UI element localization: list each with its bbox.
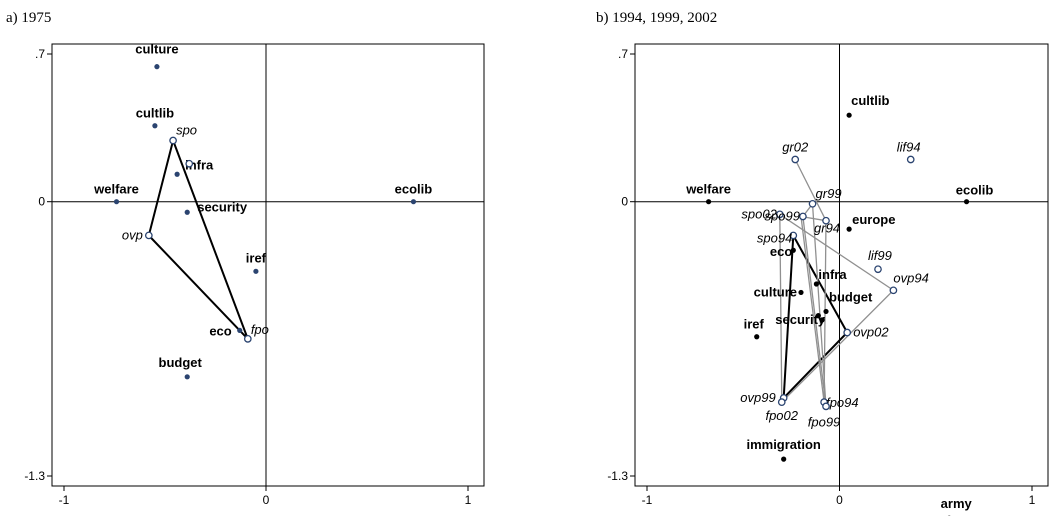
point-marker — [253, 268, 259, 274]
issue-label-europe: europe — [852, 212, 895, 227]
party-triangle — [794, 159, 827, 221]
y-tick-label: -1.3 — [24, 469, 45, 483]
point-marker — [813, 281, 820, 287]
party-triangle — [779, 213, 895, 403]
point-marker — [798, 289, 804, 296]
point-marker — [843, 328, 852, 337]
point-marker — [154, 64, 160, 70]
issue-label-iref: iref — [744, 317, 765, 332]
issue-label-budget: budget — [159, 355, 203, 370]
point-marker — [889, 286, 898, 295]
point-marker — [243, 334, 252, 343]
point-marker — [184, 374, 190, 380]
point-marker — [184, 209, 190, 215]
issue-label-iref: iref — [246, 250, 267, 265]
y-tick-label: 0 — [38, 195, 45, 209]
issue-label-ecolib: ecolib — [956, 183, 994, 198]
issue-label-welfare: welfare — [93, 182, 139, 197]
issue-label-culture: culture — [754, 284, 797, 299]
issue-label-culture: culture — [135, 42, 178, 57]
party-label-fpo02: fpo02 — [765, 408, 798, 423]
issue-label-security: security — [775, 312, 826, 327]
plot-frame — [51, 43, 485, 487]
issue-label-eco: eco — [209, 323, 231, 338]
x-tick-label: -1 — [642, 493, 653, 507]
issue-label-immigration: immigration — [746, 437, 820, 452]
point-marker — [174, 171, 180, 177]
point-marker — [846, 226, 852, 232]
panel-a-title: a) 1975 — [6, 10, 51, 26]
issue-label-eco: eco — [770, 244, 792, 259]
point-marker — [185, 159, 194, 168]
issue-label-welfare: welfare — [685, 182, 731, 197]
point-marker — [781, 456, 787, 462]
party-triangle — [782, 234, 849, 399]
point-marker — [799, 212, 807, 221]
point-marker — [169, 136, 177, 145]
point-marker — [113, 199, 120, 205]
point-marker — [791, 155, 800, 164]
x-tick-label: -1 — [59, 493, 70, 507]
party-label-ovp02: ovp02 — [853, 325, 889, 340]
panel-b-title: b) 1994, 1999, 2002 — [596, 10, 717, 26]
issue-label-infra: infra — [185, 157, 214, 172]
point-marker — [775, 210, 784, 219]
y-tick-label: -1.3 — [607, 469, 628, 483]
issue-label-army: army — [941, 496, 973, 511]
party-label-spo02: spo02 — [741, 206, 777, 221]
plot-frame — [634, 43, 1049, 487]
point-marker — [846, 112, 852, 118]
issue-label-budget: budget — [829, 289, 873, 304]
point-marker — [790, 247, 796, 253]
party-label-ovp94: ovp94 — [893, 270, 928, 285]
y-tick-label: .7 — [618, 47, 628, 61]
party-label-gr02: gr02 — [782, 140, 809, 155]
party-label-spo: spo — [176, 123, 197, 138]
point-marker — [237, 327, 243, 334]
party-label-fpo: fpo — [251, 322, 269, 337]
issue-label-infra: infra — [818, 267, 847, 282]
point-marker — [874, 265, 882, 274]
point-marker — [822, 216, 830, 225]
y-tick-label: .7 — [35, 47, 45, 61]
party-label-gr94: gr94 — [814, 221, 840, 236]
party-label-ovp: ovp — [122, 227, 143, 242]
party-label-spo94: spo94 — [757, 230, 792, 245]
point-marker — [819, 317, 825, 323]
point-marker — [144, 231, 153, 240]
point-marker — [777, 398, 786, 406]
point-marker — [963, 199, 970, 205]
issue-label-ecolib: ecolib — [395, 182, 433, 197]
point-marker — [822, 402, 830, 411]
party-label-gr99: gr99 — [816, 186, 842, 201]
x-tick-label: 0 — [263, 493, 270, 507]
point-marker — [152, 123, 158, 129]
point-marker — [808, 199, 817, 208]
x-tick-label: 1 — [465, 493, 472, 507]
point-marker — [789, 231, 798, 240]
party-label-lif94: lif94 — [897, 140, 921, 155]
party-triangle — [802, 203, 827, 408]
party-label-ovp99: ovp99 — [740, 390, 775, 405]
party-label-fpo99: fpo99 — [808, 414, 841, 429]
point-marker — [823, 308, 829, 315]
x-tick-label: 0 — [836, 493, 843, 507]
point-marker — [754, 334, 760, 340]
point-marker — [410, 199, 417, 205]
issue-label-security: security — [197, 199, 248, 214]
party-label-spo99: spo99 — [765, 208, 800, 223]
point-marker — [706, 199, 712, 205]
party-triangle — [147, 139, 249, 340]
y-tick-label: 0 — [621, 195, 628, 209]
issue-label-cultlib: cultlib — [851, 93, 889, 108]
point-marker — [815, 313, 821, 319]
party-label-fpo94: fpo94 — [826, 395, 859, 410]
panel-b-plot: -1 0 1 .7 0 -1.3 cultlib lif94 gr02 welfare ecolib… — [607, 43, 1049, 516]
point-marker — [906, 155, 915, 164]
x-tick-label: 1 — [1029, 493, 1036, 507]
issue-label-cultlib: cultlib — [136, 106, 174, 121]
party-label-lif99: lif99 — [868, 248, 892, 263]
